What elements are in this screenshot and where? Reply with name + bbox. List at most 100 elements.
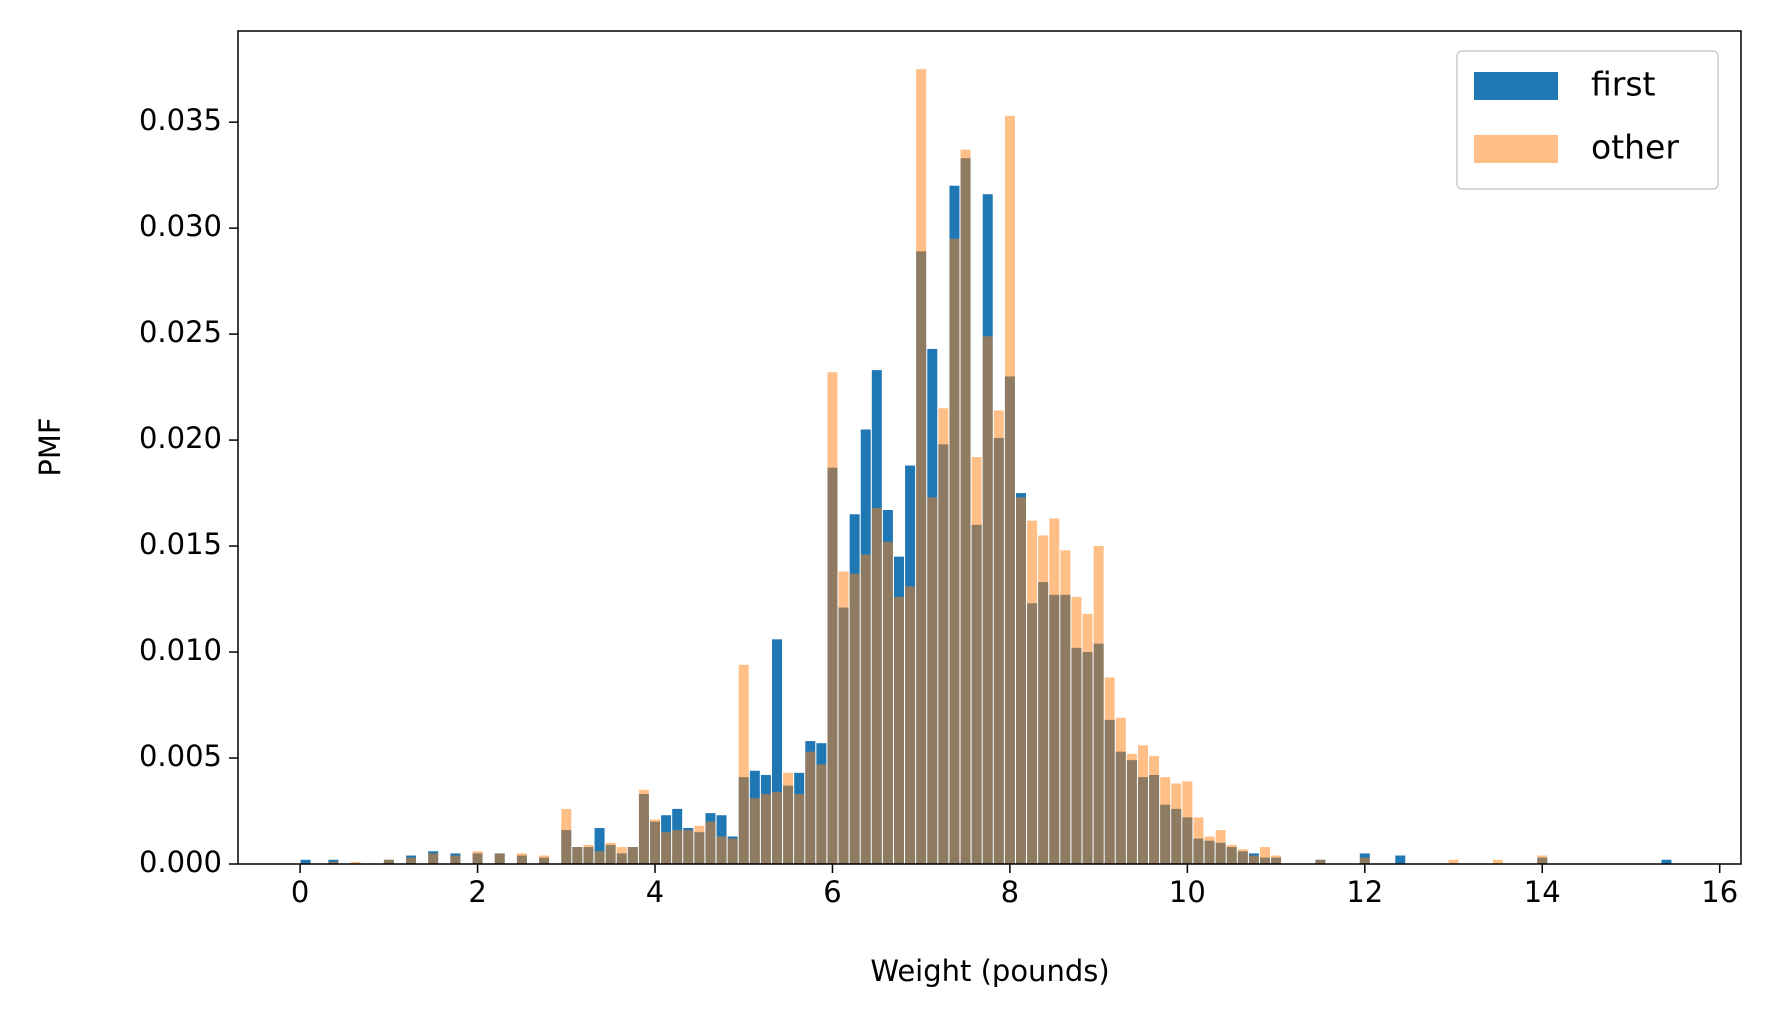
bar <box>772 791 782 864</box>
bar <box>816 764 827 864</box>
bar <box>1448 859 1459 864</box>
x-tick-label: 0 <box>291 875 309 909</box>
x-tick-label: 14 <box>1524 875 1561 909</box>
bar <box>1115 717 1126 864</box>
bar <box>638 789 649 864</box>
bar <box>905 586 916 864</box>
bar <box>1315 859 1326 864</box>
bar <box>428 853 439 864</box>
bar <box>616 847 627 864</box>
bar <box>849 573 860 864</box>
bar <box>1537 855 1548 864</box>
plot-area <box>300 69 1672 865</box>
bar <box>827 372 838 864</box>
bar <box>1248 855 1259 864</box>
bar <box>894 596 904 864</box>
bar <box>1171 783 1182 864</box>
bar <box>683 830 694 864</box>
bar <box>1027 520 1038 864</box>
x-tick-label: 6 <box>823 875 841 909</box>
y-tick-label: 0.030 <box>139 209 222 243</box>
bar <box>1060 550 1071 864</box>
bar <box>350 861 361 864</box>
y-tick-label: 0.010 <box>139 633 222 667</box>
bar <box>1182 781 1193 864</box>
bar <box>716 836 727 864</box>
y-tick-label: 0.035 <box>139 103 222 137</box>
legend-swatch <box>1474 135 1558 163</box>
bar <box>1038 535 1049 864</box>
y-tick-label: 0.025 <box>139 315 222 349</box>
bar <box>749 798 760 864</box>
bar <box>982 336 993 864</box>
bar <box>971 457 982 864</box>
bar <box>650 819 660 864</box>
bar <box>694 825 705 864</box>
bar <box>960 149 971 864</box>
bar <box>1204 836 1215 864</box>
bar <box>328 859 339 864</box>
bar <box>1082 613 1093 864</box>
y-tick-label: 0.020 <box>139 421 222 455</box>
bar <box>1138 745 1148 864</box>
y-axis-label: PMF <box>33 417 67 476</box>
bar <box>805 751 816 864</box>
bar <box>561 808 572 864</box>
bar <box>450 855 461 864</box>
bar <box>1049 518 1060 864</box>
bar <box>794 794 805 864</box>
x-axis-label: Weight (pounds) <box>870 954 1109 988</box>
bar <box>1004 115 1015 865</box>
bar <box>1193 817 1204 864</box>
bar <box>406 857 417 864</box>
bar <box>383 859 394 864</box>
legend-label: first <box>1591 65 1656 104</box>
bar <box>1093 546 1104 864</box>
bar <box>1071 596 1082 864</box>
bar <box>871 507 882 864</box>
bar <box>1237 849 1248 864</box>
bar <box>472 851 483 864</box>
bar <box>594 827 605 864</box>
bar <box>494 853 505 864</box>
bar <box>672 830 683 864</box>
legend-box <box>1456 50 1719 190</box>
bar <box>328 861 339 864</box>
bar <box>572 847 583 864</box>
bar <box>1661 859 1672 864</box>
bar <box>772 639 782 864</box>
legend-swatch <box>1474 72 1558 100</box>
x-tick-label: 10 <box>1169 875 1206 909</box>
bar <box>1215 830 1226 864</box>
x-tick-label: 8 <box>1001 875 1019 909</box>
x-tick-label: 2 <box>468 875 486 909</box>
bar <box>927 497 938 864</box>
bar <box>993 410 1004 864</box>
bar <box>627 847 638 864</box>
y-tick-label: 0.000 <box>139 845 222 879</box>
bar <box>300 859 311 864</box>
bar <box>583 844 594 864</box>
bar <box>1226 844 1237 864</box>
bar <box>705 821 716 864</box>
bar <box>661 832 672 864</box>
bar <box>1492 859 1503 864</box>
bar <box>539 855 550 864</box>
y-tick-label: 0.015 <box>139 527 222 561</box>
legend-label: other <box>1591 128 1679 167</box>
x-tick-label: 4 <box>646 875 664 909</box>
bar <box>1359 857 1370 864</box>
bar <box>882 541 893 864</box>
bar <box>783 772 794 864</box>
bar <box>1160 777 1171 864</box>
x-tick-label: 12 <box>1346 875 1383 909</box>
bar <box>738 664 749 864</box>
bar <box>760 794 771 864</box>
bar <box>1104 677 1115 864</box>
bar <box>949 238 960 865</box>
bar <box>1149 755 1160 864</box>
bar <box>516 853 527 864</box>
bar <box>727 838 738 864</box>
axes-frame <box>237 30 1742 865</box>
